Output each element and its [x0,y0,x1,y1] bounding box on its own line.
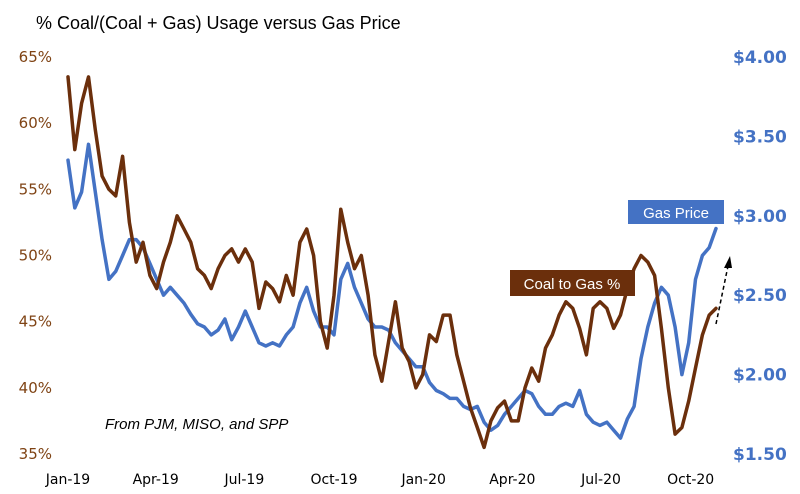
left-tick-label: 65% [19,48,52,66]
gas-price-label-box [628,200,724,224]
x-tick-label: Oct-19 [310,472,357,488]
x-tick-label: Jul-19 [223,472,264,488]
right-tick-label: $1.50 [733,445,787,465]
left-axis: 35% 40% 45% 50% 55% 60% 65% [19,48,52,463]
right-tick-label: $3.50 [733,127,787,147]
right-tick-label: $4.00 [733,48,787,68]
left-tick-label: 55% [19,180,52,198]
x-tick-label: Apr-20 [489,472,535,488]
coal-to-gas-line [66,75,718,450]
x-tick-label: Jan-20 [400,472,445,488]
left-tick-label: 60% [19,114,52,132]
x-tick-label: Jan-19 [45,472,90,488]
gas-price-label: Gas Price [628,200,724,224]
x-axis: Jan-19 Apr-19 Jul-19 Oct-19 Jan-20 Apr-20 Jul-… [45,472,714,488]
trend-arrow-line [715,265,729,325]
right-tick-label: $2.00 [733,366,787,386]
left-tick-label: 40% [19,379,52,397]
series-layer [66,75,718,450]
left-tick-label: 35% [19,445,52,463]
right-axis: $1.50 $2.00 $2.50 $3.00 $3.50 $4.00 [733,48,787,465]
x-tick-label: Apr-19 [133,472,179,488]
gas-price-label-text: Gas Price [643,205,709,222]
coal-to-gas-label-box [510,270,635,296]
left-tick-label: 50% [19,247,52,265]
x-tick-label: Oct-20 [667,472,714,488]
left-tick-label: 45% [19,313,52,331]
trend-arrow-head [724,256,732,268]
x-tick-label: Jul-20 [580,472,621,488]
gas-price-line [66,142,718,440]
coal-to-gas-label: Coal to Gas % [510,270,635,296]
chart-title: % Coal/(Coal + Gas) Usage versus Gas Pri… [36,13,401,33]
source-annotation: From PJM, MISO, and SPP [105,416,288,433]
right-tick-label: $2.50 [733,286,787,306]
right-tick-label: $3.00 [733,207,787,227]
trend-arrow [715,256,732,325]
coal-to-gas-label-text: Coal to Gas % [524,276,621,293]
